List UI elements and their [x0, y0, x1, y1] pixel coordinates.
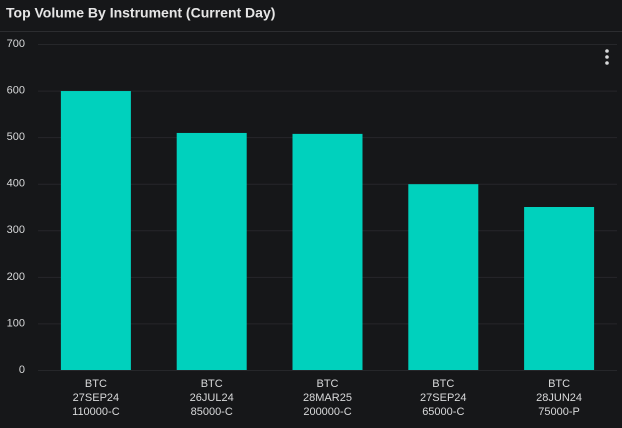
y-tick-label: 100 — [7, 317, 25, 329]
x-tick-label: 27SEP24 — [73, 392, 119, 404]
x-tick-label: BTC — [317, 378, 339, 390]
x-tick-label: 110000-C — [72, 406, 120, 418]
y-tick-label: 400 — [7, 178, 25, 190]
bar — [60, 91, 131, 370]
y-tick-label: 0 — [19, 364, 25, 376]
x-tick-label: 26JUL24 — [190, 392, 234, 404]
x-tick-label: 27SEP24 — [420, 392, 466, 404]
y-tick-label: 200 — [7, 271, 25, 283]
x-tick-label: 28JUN24 — [536, 392, 582, 404]
x-tick-label: BTC — [85, 378, 107, 390]
bar — [408, 184, 479, 370]
menu-button[interactable] — [605, 49, 609, 65]
bar — [292, 133, 363, 370]
x-tick-label: 75000-P — [538, 406, 580, 418]
y-tick-label: 300 — [7, 224, 25, 236]
x-tick-label: 85000-C — [191, 406, 233, 418]
y-tick-label: 500 — [7, 131, 25, 143]
x-tick-label: BTC — [201, 378, 223, 390]
chart-title: Top Volume By Instrument (Current Day) — [6, 5, 275, 21]
y-tick-label: 700 — [7, 38, 25, 50]
x-tick-label: 65000-C — [422, 406, 464, 418]
bar — [524, 207, 595, 370]
x-tick-label: BTC — [432, 378, 454, 390]
bar — [176, 132, 247, 370]
x-tick-label: BTC — [548, 378, 570, 390]
y-tick-label: 600 — [7, 84, 25, 96]
x-tick-label: 28MAR25 — [303, 392, 352, 404]
x-tick-label: 200000-C — [303, 406, 351, 418]
